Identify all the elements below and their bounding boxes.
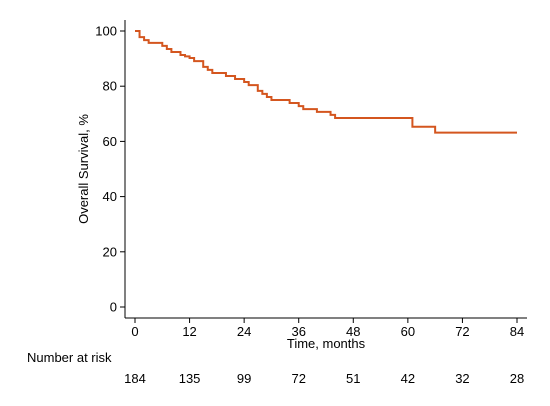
x-tick-label: 0 (131, 324, 138, 339)
x-axis-title: Time, months (287, 336, 366, 351)
y-ticks: 0 20 40 60 80 100 (95, 24, 125, 315)
y-tick-label: 0 (110, 300, 117, 315)
y-tick-label: 20 (103, 244, 117, 259)
x-tick-label: 24 (237, 324, 251, 339)
risk-count: 72 (291, 371, 305, 386)
risk-table-counts: 184 135 99 72 51 42 32 28 (124, 371, 524, 386)
risk-count: 51 (346, 371, 360, 386)
x-tick-label: 12 (182, 324, 196, 339)
y-tick-label: 100 (95, 24, 117, 39)
risk-count: 99 (237, 371, 251, 386)
axes (124, 20, 527, 319)
series-layer (135, 30, 517, 134)
risk-table-title: Number at risk (27, 350, 112, 365)
risk-count: 32 (455, 371, 469, 386)
risk-count: 28 (510, 371, 524, 386)
survival-curve (135, 30, 517, 134)
x-tick-label: 72 (455, 324, 469, 339)
risk-count: 184 (124, 371, 146, 386)
y-tick-label: 60 (103, 134, 117, 149)
x-tick-label: 36 (291, 324, 305, 339)
y-axis-title: Overall Survival, % (76, 114, 91, 224)
x-tick-label: 48 (346, 324, 360, 339)
risk-count: 135 (179, 371, 201, 386)
y-tick-label: 80 (103, 79, 117, 94)
x-tick-label: 60 (401, 324, 415, 339)
risk-count: 42 (401, 371, 415, 386)
x-ticks: 0 12 24 36 48 60 72 84 (131, 318, 524, 339)
y-tick-label: 40 (103, 189, 117, 204)
x-tick-label: 84 (510, 324, 524, 339)
